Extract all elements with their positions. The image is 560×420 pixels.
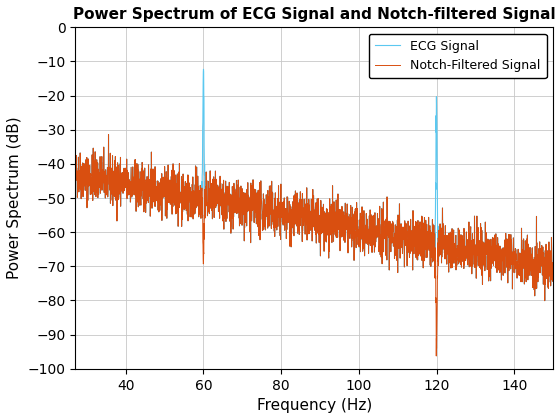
Line: ECG Signal: ECG Signal	[75, 69, 553, 301]
Y-axis label: Power Spectrum (dB): Power Spectrum (dB)	[7, 117, 22, 279]
ECG Signal	[489, 247, 496, 252]
ECG Signal	[255, 233, 262, 238]
Notch-Filtered Signal	[550, 266, 557, 271]
ECG Signal	[200, 67, 207, 72]
ECG Signal	[72, 165, 78, 171]
ECG Signal	[540, 268, 547, 273]
Notch-Filtered Signal	[489, 235, 496, 240]
ECG Signal	[550, 266, 557, 271]
Notch-Filtered Signal	[72, 165, 78, 171]
Notch-Filtered Signal	[127, 188, 133, 193]
Line: Notch-Filtered Signal: Notch-Filtered Signal	[75, 134, 553, 356]
X-axis label: Frequency (Hz): Frequency (Hz)	[256, 398, 372, 413]
ECG Signal	[276, 213, 283, 218]
Notch-Filtered Signal	[155, 181, 162, 186]
Legend: ECG Signal, Notch-Filtered Signal: ECG Signal, Notch-Filtered Signal	[369, 34, 547, 78]
Notch-Filtered Signal	[276, 213, 283, 218]
ECG Signal	[127, 179, 133, 184]
ECG Signal	[542, 298, 548, 303]
Title: Power Spectrum of ECG Signal and Notch-filtered Signal: Power Spectrum of ECG Signal and Notch-f…	[73, 7, 556, 22]
ECG Signal	[155, 207, 161, 213]
Notch-Filtered Signal	[105, 132, 112, 137]
Notch-Filtered Signal	[433, 354, 440, 359]
Notch-Filtered Signal	[255, 233, 262, 238]
Notch-Filtered Signal	[540, 255, 547, 260]
